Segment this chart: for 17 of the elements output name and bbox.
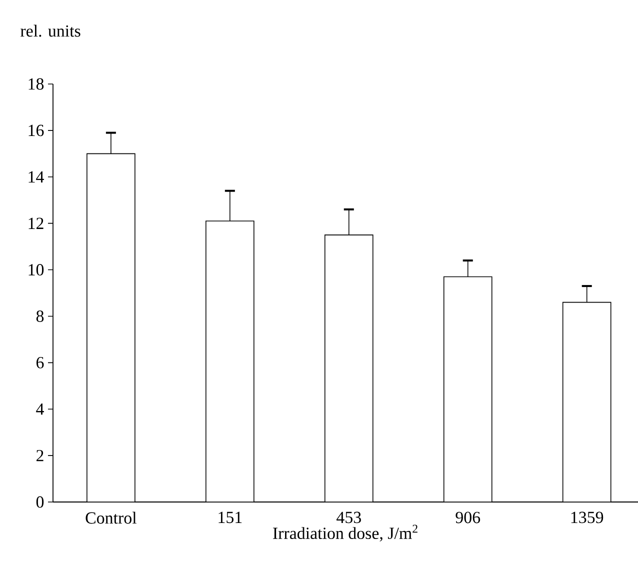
y-tick-label: 10 [28, 264, 44, 276]
x-axis-title: Irradiation dose, J/m$^{2}$ [273, 524, 418, 542]
y-tick-label: 14 [28, 171, 44, 182]
y-tick-label: 2 [36, 450, 44, 462]
y-tick-label: 4 [36, 404, 44, 415]
x-tick-label: 906 [456, 512, 480, 524]
y-tick-label: 16 [28, 124, 44, 136]
x-tick-label: 1359 [571, 512, 604, 524]
y-axis-title: rel. units [20, 24, 80, 37]
y-tick-label: 8 [36, 310, 44, 322]
x-tick-label: Control [86, 512, 136, 524]
y-tick-label: 12 [28, 218, 44, 229]
x-tick-label: 151 [218, 512, 242, 524]
x-tick-label: 453 [336, 512, 361, 524]
y-tick-label: 0 [36, 496, 44, 508]
y-tick-label: 18 [28, 78, 44, 90]
y-tick-label: 6 [36, 356, 44, 368]
